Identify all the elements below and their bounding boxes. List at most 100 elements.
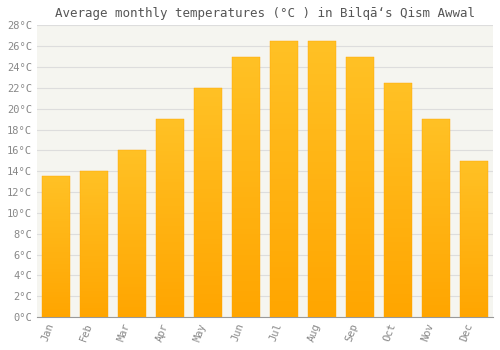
Bar (422, 286, 450, 289)
Bar (80, 183, 108, 186)
Bar (422, 143, 450, 147)
Bar (422, 298, 450, 301)
Bar (156, 178, 184, 182)
Bar (270, 179, 298, 184)
Bar (384, 200, 412, 204)
Bar (194, 92, 222, 97)
Bar (422, 131, 450, 135)
Bar (384, 120, 412, 125)
Bar (460, 301, 488, 304)
Bar (308, 306, 336, 312)
Bar (270, 91, 298, 96)
Bar (118, 214, 146, 217)
Bar (384, 134, 412, 139)
Bar (80, 253, 108, 256)
Bar (80, 311, 108, 314)
Bar (270, 57, 298, 63)
Bar (308, 301, 336, 306)
Bar (384, 303, 412, 308)
Bar (232, 135, 260, 140)
Bar (270, 69, 298, 74)
Bar (346, 88, 374, 93)
Bar (346, 208, 374, 213)
Bar (194, 106, 222, 111)
Bar (422, 238, 450, 242)
Bar (42, 190, 70, 193)
Bar (270, 295, 298, 301)
Bar (42, 261, 70, 264)
Bar (460, 173, 488, 176)
Bar (346, 229, 374, 234)
Bar (118, 187, 146, 190)
Bar (346, 156, 374, 161)
Bar (346, 98, 374, 104)
Bar (80, 171, 108, 317)
Bar (308, 79, 336, 85)
Bar (422, 305, 450, 309)
Bar (118, 201, 146, 204)
Bar (80, 250, 108, 253)
Bar (308, 196, 336, 201)
Bar (460, 295, 488, 299)
Bar (80, 314, 108, 317)
Bar (156, 135, 184, 139)
Bar (232, 182, 260, 187)
Bar (460, 236, 488, 239)
Bar (460, 299, 488, 301)
Bar (460, 226, 488, 230)
Bar (42, 179, 70, 182)
Bar (346, 291, 374, 296)
Bar (422, 301, 450, 305)
Bar (384, 299, 412, 303)
Bar (194, 166, 222, 170)
Bar (80, 259, 108, 262)
Bar (384, 289, 412, 294)
Bar (232, 296, 260, 301)
Bar (422, 289, 450, 293)
Bar (80, 300, 108, 302)
Bar (194, 244, 222, 248)
Bar (80, 273, 108, 276)
Bar (422, 163, 450, 167)
Bar (232, 72, 260, 77)
Bar (422, 170, 450, 175)
Bar (308, 146, 336, 152)
Bar (460, 308, 488, 311)
Bar (42, 219, 70, 222)
Bar (422, 155, 450, 159)
Bar (232, 265, 260, 270)
Bar (156, 127, 184, 131)
Bar (270, 218, 298, 223)
Bar (308, 41, 336, 317)
Bar (80, 238, 108, 241)
Bar (80, 308, 108, 311)
Bar (232, 244, 260, 250)
Bar (308, 47, 336, 52)
Bar (308, 74, 336, 79)
Bar (42, 258, 70, 261)
Bar (422, 214, 450, 218)
Bar (80, 297, 108, 300)
Bar (346, 187, 374, 192)
Bar (422, 151, 450, 155)
Bar (118, 150, 146, 154)
Bar (80, 206, 108, 209)
Bar (346, 192, 374, 197)
Bar (270, 113, 298, 118)
Bar (308, 184, 336, 190)
Bar (194, 303, 222, 308)
Bar (80, 294, 108, 297)
Bar (232, 234, 260, 239)
Bar (308, 129, 336, 135)
Bar (42, 199, 70, 202)
Bar (118, 301, 146, 304)
Bar (384, 280, 412, 284)
Bar (422, 182, 450, 187)
Bar (80, 174, 108, 177)
Bar (42, 233, 70, 236)
Bar (308, 279, 336, 284)
Bar (80, 236, 108, 238)
Bar (194, 88, 222, 317)
Bar (422, 175, 450, 178)
Bar (308, 102, 336, 107)
